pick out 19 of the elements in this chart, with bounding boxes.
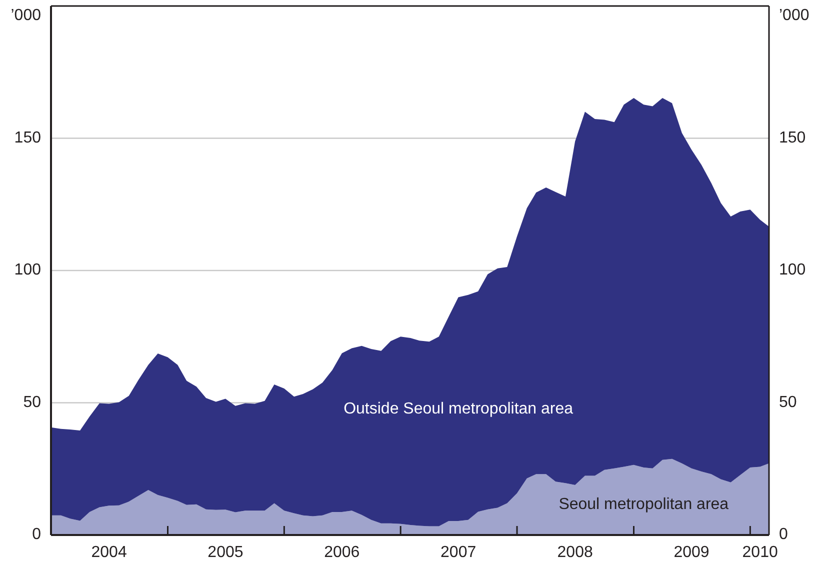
x-tick-label: 2004 <box>91 544 127 561</box>
x-tick-label: 2010 <box>742 544 778 561</box>
y-tick-label: 100 <box>14 262 42 279</box>
y2-tick-label: 50 <box>779 394 797 411</box>
x-tick-label: 2005 <box>208 544 244 561</box>
x-tick-label: 2009 <box>674 544 710 561</box>
x-tick-label: 2008 <box>557 544 593 561</box>
series-label: Seoul metropolitan area <box>558 496 729 513</box>
y-tick-label: 0 <box>32 526 42 544</box>
x-tick-label: 2007 <box>440 544 476 561</box>
y-axis-title: ’000 <box>10 7 42 24</box>
x-tick-label: 2006 <box>324 544 360 561</box>
series-label: Outside Seoul metropolitan area <box>344 400 574 418</box>
y2-tick-label: 150 <box>779 129 806 146</box>
y2-axis-title: ’000 <box>779 7 810 24</box>
y2-tick-label: 0 <box>779 526 788 544</box>
y2-tick-label: 100 <box>779 262 806 279</box>
y-tick-label: 50 <box>23 394 42 411</box>
y-tick-label: 150 <box>14 129 42 146</box>
